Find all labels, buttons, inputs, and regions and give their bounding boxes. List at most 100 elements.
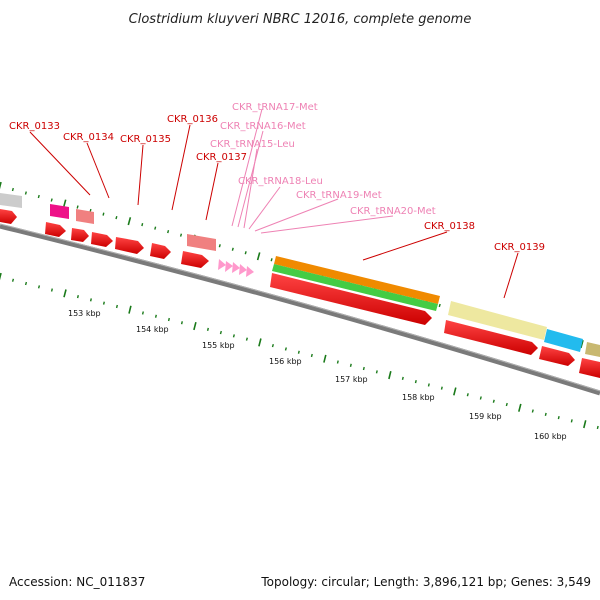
feature-olive[interactable] xyxy=(585,342,600,357)
feature-blue[interactable] xyxy=(544,329,583,352)
tick-mark xyxy=(492,399,495,403)
kbp-label: 158 kbp xyxy=(402,393,435,402)
tick-mark xyxy=(362,366,365,371)
tick-mark xyxy=(89,298,92,302)
tick-mark xyxy=(284,347,287,351)
trna-label[interactable]: CKR_tRNA19-Met xyxy=(296,190,382,201)
tick-mark xyxy=(270,258,273,262)
tick-mark xyxy=(466,393,469,397)
gene-label[interactable]: CKR_0133 xyxy=(9,121,60,132)
tick-mark xyxy=(414,380,417,384)
cds-arrow[interactable] xyxy=(181,251,209,268)
trna-arrow[interactable] xyxy=(225,261,233,272)
tick-mark xyxy=(154,314,157,318)
cds-arrow[interactable] xyxy=(0,209,17,224)
gene-label[interactable]: CKR_0139 xyxy=(494,242,545,253)
gene-leader-lines xyxy=(29,124,519,299)
genome-backbone-highlight xyxy=(0,223,600,392)
cds-arrow[interactable] xyxy=(71,228,89,242)
trna-label[interactable]: CKR_tRNA17-Met xyxy=(232,102,318,113)
tick-mark xyxy=(518,403,522,412)
trna-arrow[interactable] xyxy=(239,264,247,275)
tick-mark xyxy=(244,251,247,255)
tick-mark xyxy=(505,402,508,407)
tick-mark xyxy=(179,233,183,237)
tick-mark xyxy=(323,354,327,363)
tick-mark xyxy=(544,412,547,416)
cds-arrow[interactable] xyxy=(270,273,432,325)
tick-mark xyxy=(167,317,170,322)
feature-grey[interactable] xyxy=(0,193,22,208)
tick-mark xyxy=(167,230,170,234)
tick-mark xyxy=(50,288,53,292)
tick-mark xyxy=(50,198,53,202)
trna-label[interactable]: CKR_tRNA20-Met xyxy=(350,206,436,217)
feature-track-upper xyxy=(0,193,600,357)
tick-mark xyxy=(440,386,443,390)
tick-mark xyxy=(102,212,105,216)
trna-label[interactable]: CKR_tRNA15-Leu xyxy=(210,139,295,150)
trna-arrow[interactable] xyxy=(232,262,240,273)
tick-mark xyxy=(531,409,534,413)
trna-features xyxy=(218,259,254,277)
tick-mark xyxy=(128,305,132,314)
feature-orange[interactable] xyxy=(274,256,440,304)
feature-salmon-1[interactable] xyxy=(76,209,94,224)
tick-mark xyxy=(245,337,248,341)
trna-arrow[interactable] xyxy=(218,259,226,270)
kbp-label: 159 kbp xyxy=(469,412,502,421)
tick-mark xyxy=(375,370,378,374)
tick-mark xyxy=(453,387,457,396)
tick-mark xyxy=(11,187,14,192)
cds-arrow[interactable] xyxy=(539,346,575,366)
tick-mark xyxy=(297,350,300,354)
cds-arrow[interactable] xyxy=(45,222,66,237)
kbp-label: 160 kbp xyxy=(534,432,567,441)
trna-leader-lines xyxy=(231,108,394,234)
tick-mark xyxy=(271,344,274,348)
trna-label[interactable]: CKR_tRNA18-Leu xyxy=(238,176,323,187)
tick-mark xyxy=(349,363,352,367)
tick-mark xyxy=(219,330,222,335)
feature-green[interactable] xyxy=(272,264,438,311)
kbp-label: 154 kbp xyxy=(136,325,169,334)
tick-mark xyxy=(37,194,40,199)
cds-arrow[interactable] xyxy=(579,358,600,378)
tick-mark xyxy=(76,295,79,299)
tick-mark xyxy=(62,199,67,208)
cds-arrow[interactable] xyxy=(150,243,171,259)
tick-mark xyxy=(115,216,118,220)
cds-arrow[interactable] xyxy=(444,320,538,355)
tick-mark xyxy=(310,353,313,358)
gene-label[interactable]: CKR_0134 xyxy=(63,132,114,143)
feature-track-lower xyxy=(0,209,600,378)
kbp-label: 157 kbp xyxy=(335,375,368,384)
kbp-label: 155 kbp xyxy=(202,341,235,350)
feature-salmon-2[interactable] xyxy=(187,234,216,251)
accession-text: Accession: NC_011837 xyxy=(9,575,145,589)
tick-mark xyxy=(141,223,144,227)
gene-label[interactable]: CKR_0136 xyxy=(167,114,218,125)
tick-mark xyxy=(115,304,118,309)
tick-mark xyxy=(557,416,560,420)
cds-arrow[interactable] xyxy=(91,232,113,247)
tick-mark xyxy=(479,396,482,400)
gene-labels: CKR_0133 CKR_0134 CKR_0135 CKR_0136 CKR_… xyxy=(9,114,545,253)
tick-mark xyxy=(438,303,441,308)
tick-mark xyxy=(388,371,392,380)
tick-mark xyxy=(218,244,221,248)
trna-label[interactable]: CKR_tRNA16-Met xyxy=(220,121,306,132)
gene-label[interactable]: CKR_0138 xyxy=(424,221,475,232)
trna-arrow[interactable] xyxy=(246,266,254,277)
tick-mark xyxy=(24,281,28,286)
tick-mark xyxy=(427,383,430,387)
tick-mark xyxy=(180,321,183,325)
tick-mark xyxy=(193,321,197,331)
feature-khaki[interactable] xyxy=(448,301,547,340)
feature-magenta[interactable] xyxy=(50,204,69,219)
gene-label[interactable]: CKR_0137 xyxy=(196,152,247,163)
cds-arrow[interactable] xyxy=(115,237,144,254)
tick-mark xyxy=(11,278,15,282)
gene-label[interactable]: CKR_0135 xyxy=(120,134,171,145)
tick-mark xyxy=(0,181,2,190)
